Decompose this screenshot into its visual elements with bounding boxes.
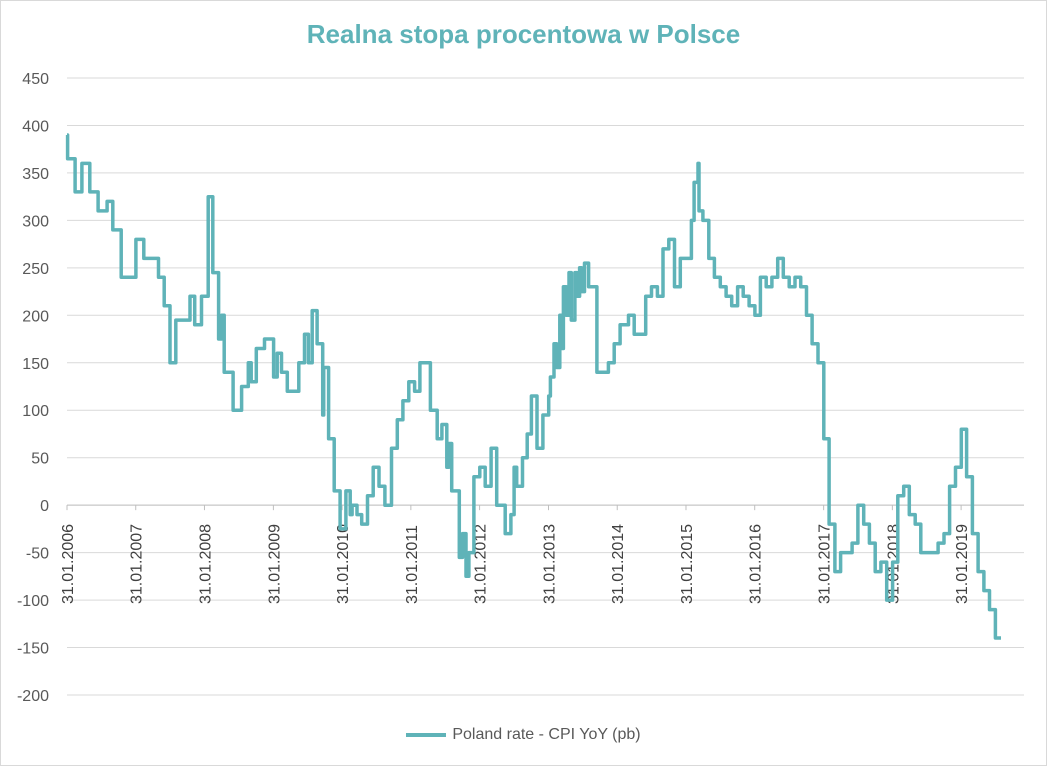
y-tick-label: -100 xyxy=(17,593,49,610)
x-tick-label: 31.01.2010 xyxy=(335,524,352,604)
x-tick-label: 31.01.2017 xyxy=(817,524,834,604)
y-tick-label: 50 xyxy=(31,451,49,468)
legend-swatch xyxy=(406,733,447,737)
y-tick-label: 400 xyxy=(22,118,49,135)
y-tick-label: 450 xyxy=(22,71,49,88)
x-tick-label: 31.01.2011 xyxy=(404,525,421,604)
x-tick-label: 31.01.2012 xyxy=(473,524,490,604)
x-tick-label: 31.01.2007 xyxy=(129,524,146,604)
x-tick-label: 31.01.2009 xyxy=(266,524,283,604)
x-tick-label: 31.01.2016 xyxy=(748,524,765,604)
y-tick-label: -150 xyxy=(17,641,49,658)
chart-title: Realna stopa procentowa w Polsce xyxy=(306,19,741,49)
x-tick-label: 31.01.2006 xyxy=(60,524,77,604)
series-line xyxy=(65,133,1001,640)
y-tick-label: 200 xyxy=(22,308,49,325)
x-tick-label: 31.01.2019 xyxy=(954,524,971,604)
chart-legend: Poland rate - CPI YoY (pb) xyxy=(1,726,1046,744)
y-tick-label: -50 xyxy=(26,546,49,563)
y-tick-label: 250 xyxy=(22,261,49,278)
y-tick-label: 100 xyxy=(22,403,49,420)
x-tick-label: 31.01.2008 xyxy=(197,524,214,604)
y-tick-label: 0 xyxy=(40,498,49,515)
legend-label: Poland rate - CPI YoY (pb) xyxy=(452,726,641,743)
x-tick-label: 31.01.2013 xyxy=(542,524,559,604)
y-tick-label: 300 xyxy=(22,213,49,230)
y-tick-label: 350 xyxy=(22,166,49,183)
x-tick-label: 31.01.2014 xyxy=(610,524,627,604)
x-tick-label: 31.01.2015 xyxy=(679,524,696,604)
y-tick-label: -200 xyxy=(17,688,49,705)
y-tick-label: 150 xyxy=(22,356,49,373)
